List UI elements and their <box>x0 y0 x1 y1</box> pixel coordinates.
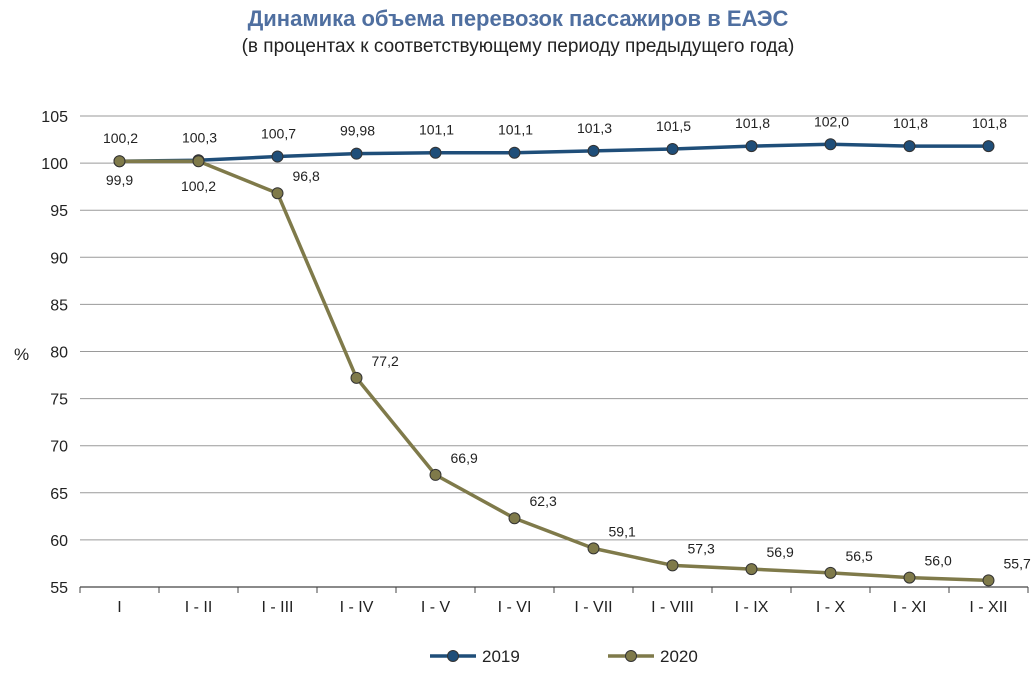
series-line-2019 <box>119 142 989 163</box>
y-axis-label: % <box>14 345 29 364</box>
x-tick-label: I - IV <box>340 599 374 616</box>
legend-label-2019: 2019 <box>482 647 520 666</box>
chart-title: Динамика объема перевозок пассажиров в Е… <box>247 6 789 31</box>
data-point-2019 <box>508 146 521 159</box>
data-label-2019: 101,1 <box>498 122 533 138</box>
data-point-2020 <box>350 371 363 384</box>
data-label-2020: 96,8 <box>293 168 320 184</box>
x-tick-label: I - X <box>816 599 846 616</box>
data-label-layer: 100,2 100,3 100,7 99,98 101,1 101,1 101,3 101,5… <box>103 113 1031 571</box>
data-point-2020 <box>192 155 205 168</box>
data-label-2019: 101,8 <box>893 115 928 131</box>
data-label-2019: 100,3 <box>182 129 217 145</box>
legend-marker-2019 <box>447 650 459 662</box>
data-label-2020: 56,0 <box>925 553 952 569</box>
data-point-2020 <box>113 155 126 168</box>
legend-label-2020: 2020 <box>660 647 698 666</box>
data-point-2019 <box>745 140 758 153</box>
grid-layer <box>80 115 1028 588</box>
y-tick-label: 90 <box>50 250 68 267</box>
data-point-2019 <box>429 146 442 159</box>
y-tick-label: 65 <box>50 486 68 503</box>
axis-layer: 55 60 65 70 75 80 85 90 95 100 105 I I - II I - III I … <box>41 109 1029 616</box>
x-tick-label: I - VI <box>498 599 532 616</box>
x-tick-label: I <box>117 599 121 616</box>
data-point-2020 <box>745 563 758 576</box>
data-label-2020: 56,9 <box>767 544 794 560</box>
data-label-2020: 55,7 <box>1004 555 1031 571</box>
data-label-2019: 99,98 <box>340 123 375 139</box>
x-tick-label: I - XII <box>969 599 1007 616</box>
legend-marker-2020 <box>625 650 637 662</box>
data-point-2019 <box>982 140 995 153</box>
data-point-2019 <box>824 138 837 151</box>
y-tick-label: 70 <box>50 439 68 456</box>
x-tick-label: I - V <box>421 599 451 616</box>
x-tick-label: I - VII <box>574 599 612 616</box>
data-label-2019: 100,7 <box>261 126 296 142</box>
data-label-2020: 62,3 <box>530 493 557 509</box>
data-point-2019 <box>587 144 600 157</box>
y-tick-label: 75 <box>50 392 68 409</box>
data-point-2020 <box>271 187 284 200</box>
x-tick-label: I - IX <box>735 599 769 616</box>
data-point-2020 <box>429 468 442 481</box>
data-label-2019: 102,0 <box>814 113 849 129</box>
y-tick-label: 85 <box>50 297 68 314</box>
data-label-2019: 101,8 <box>735 115 770 131</box>
y-tick-label: 80 <box>50 345 68 362</box>
x-tick-label: I - II <box>185 599 213 616</box>
data-point-2019 <box>350 147 363 160</box>
data-point-2020 <box>982 574 995 587</box>
data-label-2020: 77,2 <box>372 353 399 369</box>
series-line-2020 <box>119 159 989 583</box>
data-label-2020: 56,5 <box>846 548 873 564</box>
data-point-2019 <box>903 140 916 153</box>
data-label-2019: 101,8 <box>972 115 1007 131</box>
data-point-2019 <box>271 150 284 163</box>
y-tick-label: 95 <box>50 203 68 220</box>
y-tick-label: 55 <box>50 580 68 597</box>
data-label-2020: 66,9 <box>451 450 478 466</box>
data-point-2019 <box>666 142 679 155</box>
data-label-2019: 101,3 <box>577 120 612 136</box>
data-label-2020: 59,1 <box>609 523 636 539</box>
data-label-2019: 101,1 <box>419 122 454 138</box>
data-label-2019: 101,5 <box>656 118 691 134</box>
legend: 2019 2020 <box>430 647 698 666</box>
data-label-2020: 99,9 <box>106 172 133 188</box>
data-point-2020 <box>508 512 521 525</box>
data-point-2020 <box>824 566 837 579</box>
x-tick-label: I - VIII <box>651 599 694 616</box>
series-layer <box>113 138 995 587</box>
y-tick-label: 60 <box>50 533 68 550</box>
data-label-2020: 57,3 <box>688 540 715 556</box>
x-tick-label: I - XI <box>893 599 927 616</box>
data-point-2020 <box>666 559 679 572</box>
data-point-2020 <box>903 571 916 584</box>
y-tick-label: 100 <box>41 156 68 173</box>
y-tick-label: 105 <box>41 109 68 126</box>
data-point-2020 <box>587 542 600 555</box>
x-tick-label: I - III <box>262 599 294 616</box>
data-label-2020: 100,2 <box>181 178 216 194</box>
data-label-2019: 100,2 <box>103 130 138 146</box>
chart-subtitle: (в процентах к соответствующему периоду … <box>241 36 795 57</box>
